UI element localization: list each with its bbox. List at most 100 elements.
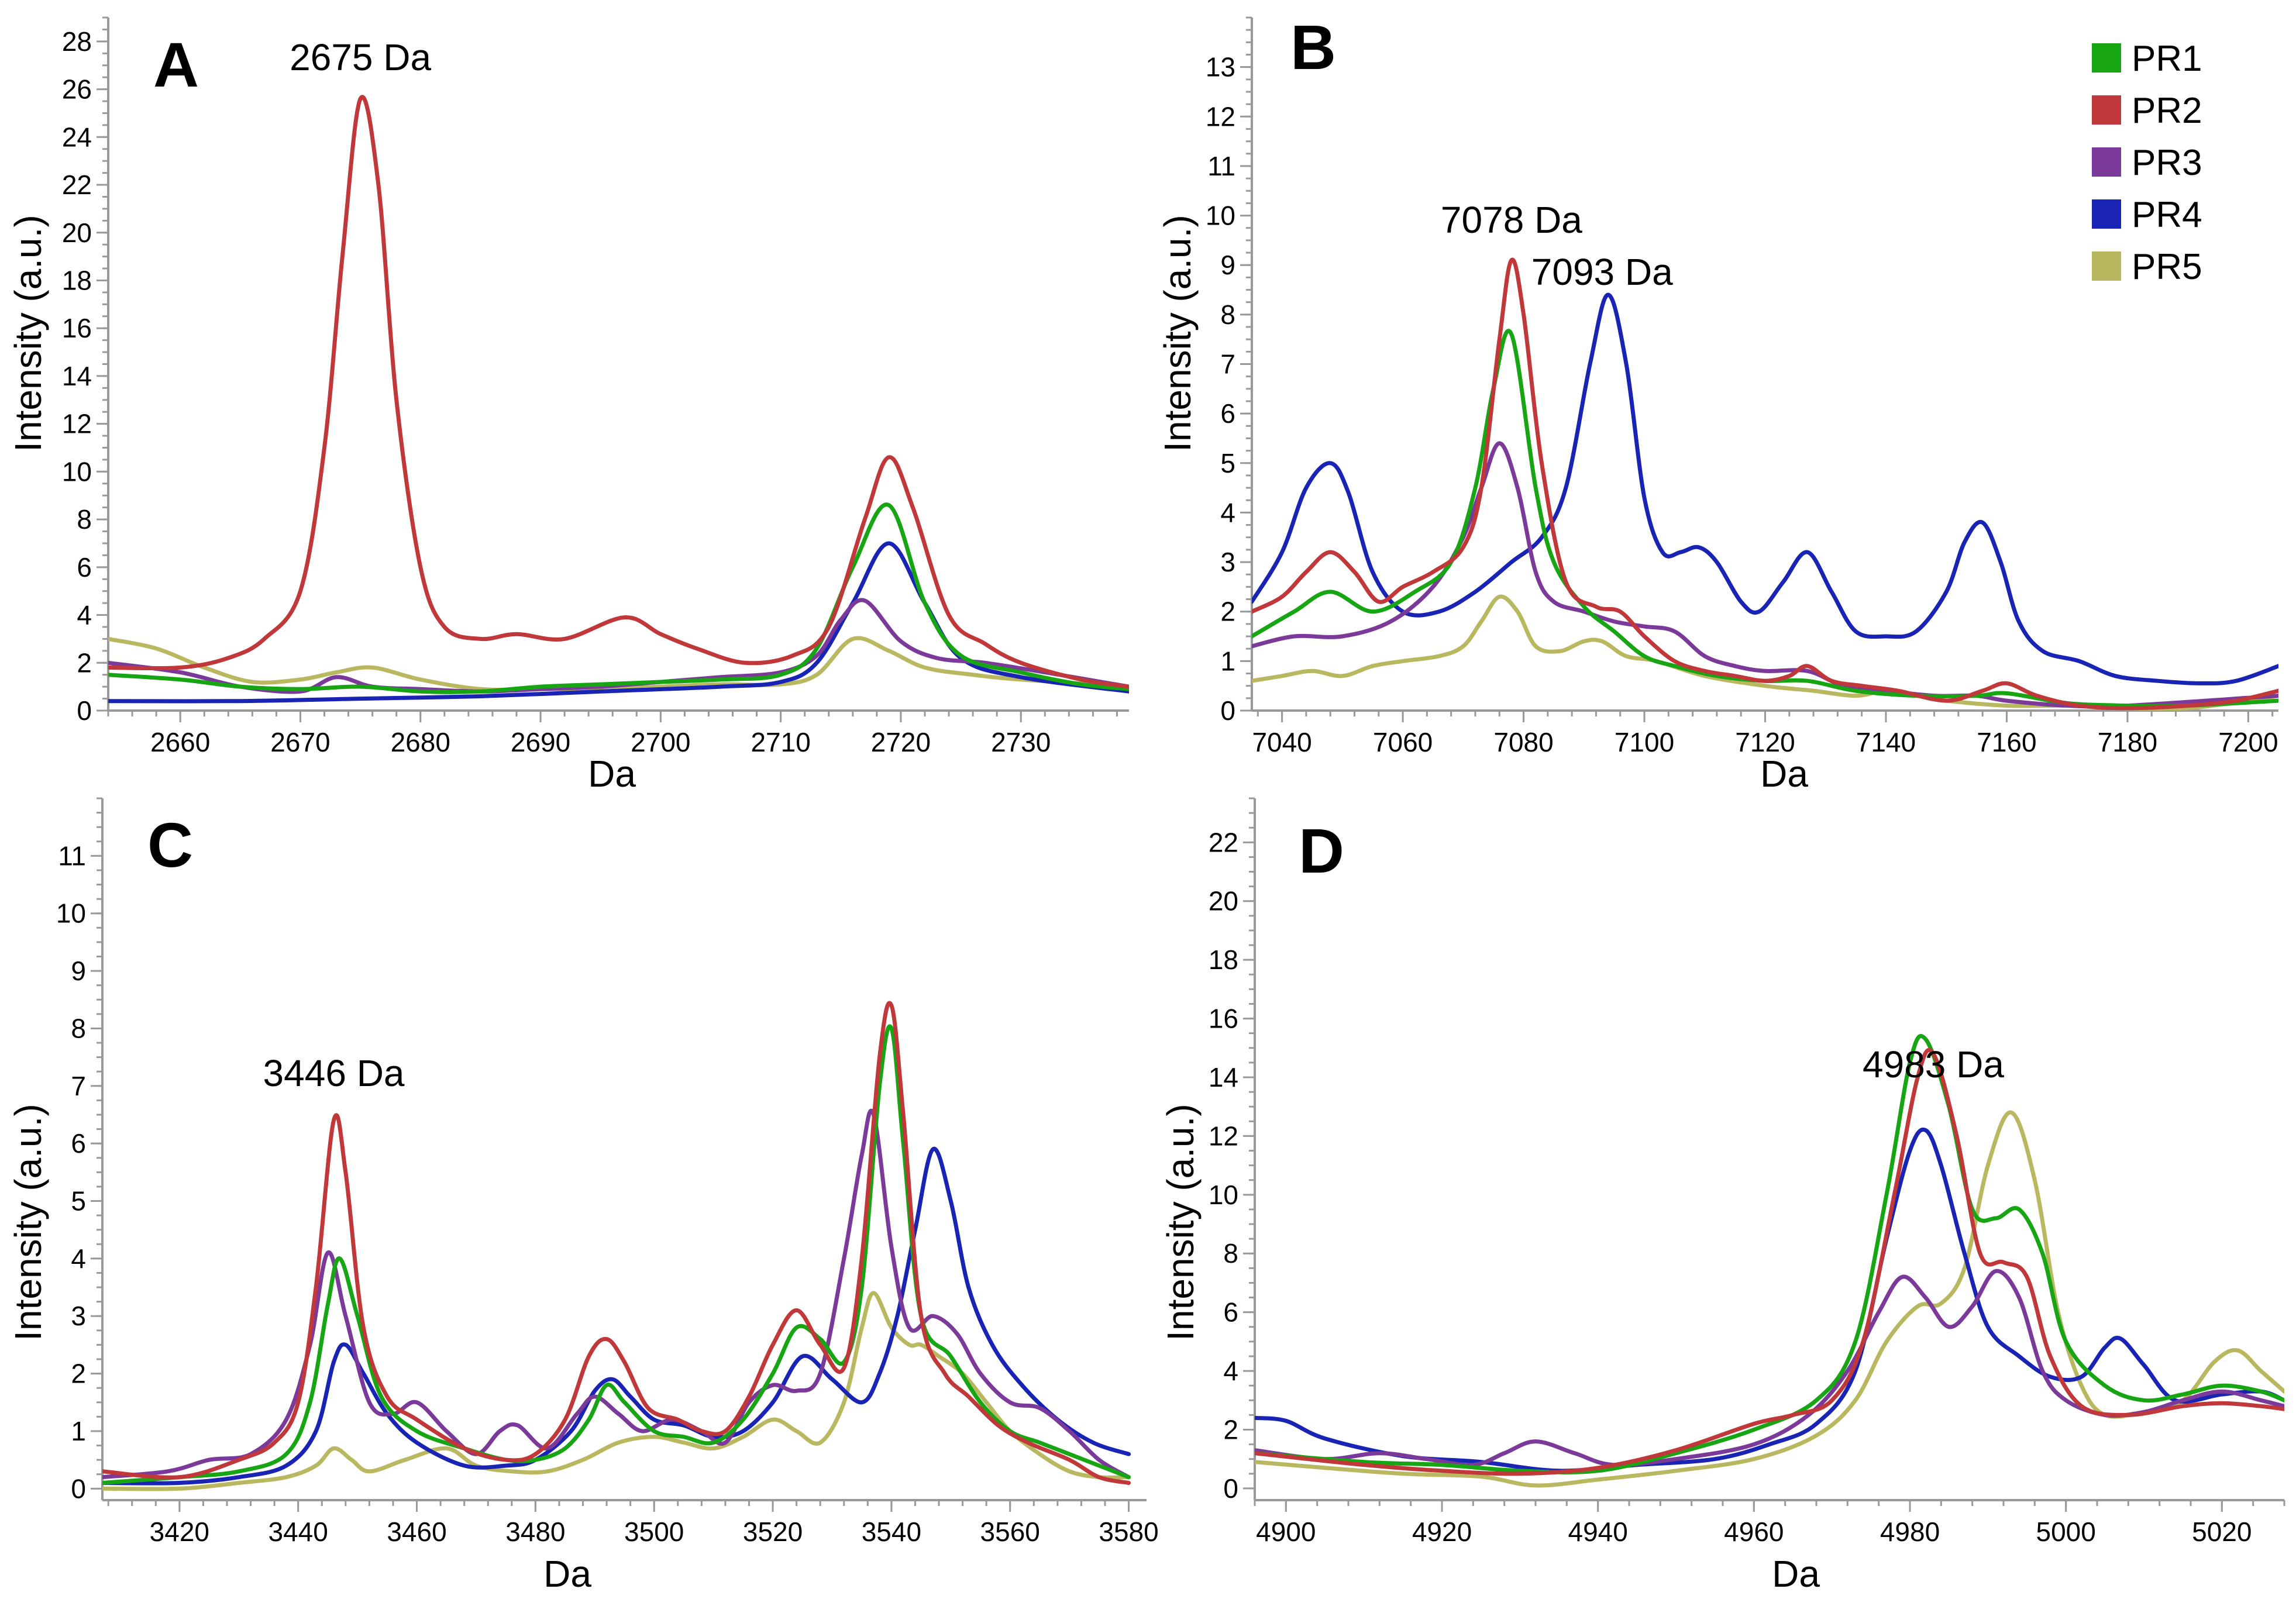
panel-d-ylabel: Intensity (a.u.) <box>1159 1104 1202 1341</box>
panel-b-y-tick-label: 12 <box>1206 101 1235 132</box>
panel-b-peak-label: 7078 Da <box>1441 199 1582 241</box>
panel-a-y-tick-label: 26 <box>62 74 92 105</box>
panel-d-y-tick-label: 2 <box>1223 1414 1238 1445</box>
panel-c-y-tick-label: 10 <box>56 898 86 929</box>
panel-c-y-tick-label: 0 <box>71 1473 86 1504</box>
panel-c-y-tick-label: 8 <box>71 1013 86 1043</box>
panel-b-y-tick-label: 9 <box>1220 250 1235 280</box>
panel-d-y-tick-label: 6 <box>1223 1297 1238 1328</box>
panel-d-x-tick-label: 5020 <box>2192 1517 2252 1547</box>
legend: PR1 PR2 PR3 PR4 PR5 <box>2092 39 2202 287</box>
panel-b-letter: B <box>1290 12 1336 82</box>
panel-b-y-tick-label: 4 <box>1220 497 1235 528</box>
panel-c-ylabel: Intensity (a.u.) <box>7 1104 49 1341</box>
panel-b-y-tick-label: 2 <box>1220 597 1235 627</box>
panel-d-y-tick-label: 14 <box>1209 1062 1238 1093</box>
panel-c-xlabel: Da <box>543 1553 591 1595</box>
legend-item-pr3: PR3 <box>2092 143 2202 183</box>
panel-a-y-tick-label: 16 <box>62 313 92 343</box>
panel-c: C Intensity (a.u.) Da 0 1 2 3 4 5 6 7 8 9 10 11 3420… <box>7 797 1159 1595</box>
panel-c-y-tick-label: 3 <box>71 1301 86 1331</box>
panel-b-series-pr4 <box>1252 292 2278 685</box>
panel-c-series-pr1 <box>102 1024 1131 1485</box>
panel-c-x-tick-label: 3420 <box>150 1517 209 1547</box>
panel-d-y-tick-label: 0 <box>1223 1473 1238 1504</box>
panel-a-series-pr5 <box>108 636 1129 692</box>
panel-a-y-tick-label: 18 <box>62 265 92 295</box>
legend-swatch-pr3 <box>2092 147 2121 177</box>
panel-a-y-tick-label: 14 <box>62 361 92 391</box>
panel-d-letter: D <box>1299 815 1344 886</box>
panel-a-letter: A <box>153 29 199 100</box>
panel-d-series-pr3 <box>1255 1269 2284 1467</box>
panel-a-series-pr1 <box>108 502 1129 694</box>
legend-swatch-pr2 <box>2092 95 2121 125</box>
panel-a-y-tick-label: 6 <box>77 552 92 583</box>
panel-d-y-tick-label: 20 <box>1209 886 1238 916</box>
panel-a-lines <box>108 95 1129 704</box>
panel-b-x-tick-label: 7100 <box>1615 727 1674 757</box>
panel-b-y-tick-label: 7 <box>1220 349 1235 380</box>
panel-a-x-tick-label: 2680 <box>391 727 450 757</box>
panel-d-peak-label: 4983 Da <box>1863 1043 2004 1085</box>
legend-item-pr2: PR2 <box>2092 91 2202 131</box>
panel-b-y-tick-label: 11 <box>1207 151 1235 181</box>
legend-label-pr1: PR1 <box>2132 39 2202 79</box>
panel-a-y-tick-label: 8 <box>77 504 92 535</box>
panel-b-x-tick-label: 7140 <box>1856 727 1916 757</box>
panel-d-y-tick-label: 12 <box>1209 1121 1238 1151</box>
panel-d-x-tick-label: 4940 <box>1568 1517 1627 1547</box>
panel-b-series-pr2 <box>1252 257 2278 711</box>
panel-a-x-tick-label: 2710 <box>751 727 810 757</box>
panel-d-series-pr5 <box>1255 1110 2284 1488</box>
panel-d-y-tick-label: 8 <box>1223 1238 1238 1269</box>
panel-a-y-tick-label: 2 <box>77 647 92 678</box>
legend-swatch-pr4 <box>2092 199 2121 229</box>
panel-b-x-tick-label: 7200 <box>2218 727 2278 757</box>
panel-b-y-tick-label: 3 <box>1220 547 1235 577</box>
panel-b-y-tick-label: 0 <box>1220 695 1235 726</box>
panel-c-x-tick-label: 3480 <box>505 1517 565 1547</box>
legend-label-pr5: PR5 <box>2132 247 2202 287</box>
panel-b-lines <box>1252 257 2278 711</box>
panel-a-ylabel: Intensity (a.u.) <box>7 215 49 452</box>
panel-c-y-tick-label: 4 <box>71 1243 86 1274</box>
panel-b-peak-label: 7093 Da <box>1531 251 1673 293</box>
panel-b-series-pr3 <box>1252 441 2278 709</box>
panel-d-x-tick-label: 5000 <box>2036 1517 2095 1547</box>
panel-a-y-tick-label: 28 <box>62 26 92 57</box>
panel-c-letter: C <box>147 809 193 880</box>
panel-a-y-tick-label: 24 <box>62 122 92 152</box>
legend-item-pr4: PR4 <box>2092 195 2202 235</box>
panel-d-y-tick-label: 22 <box>1209 827 1238 857</box>
panel-d-series-pr4 <box>1255 1127 2284 1473</box>
panel-b-y-tick-label: 10 <box>1206 201 1235 231</box>
panel-b-x-tick-label: 7040 <box>1252 727 1311 757</box>
panel-d-y-tick-label: 10 <box>1209 1180 1238 1210</box>
panel-a-x-tick-label: 2700 <box>631 727 690 757</box>
panel-a-peak-label: 2675 Da <box>290 36 431 78</box>
panel-b-y-tick-label: 6 <box>1220 398 1235 429</box>
panel-d-x-tick-label: 4920 <box>1412 1517 1472 1547</box>
panel-c-x-tick-label: 3440 <box>269 1517 328 1547</box>
panel-b-x-tick-label: 7120 <box>1735 727 1795 757</box>
panel-a-series-pr2 <box>108 95 1129 689</box>
legend-item-pr5: PR5 <box>2092 247 2202 287</box>
panel-a-xlabel: Da <box>588 753 636 795</box>
panel-d-x-tick-label: 4900 <box>1256 1517 1316 1547</box>
panel-a-series-pr4 <box>108 541 1129 704</box>
panel-c-series-pr3 <box>102 1108 1131 1480</box>
panel-d-series-pr2 <box>1255 1048 2284 1476</box>
panel-a-x-tick-label: 2670 <box>270 727 330 757</box>
panel-a-x-tick-label: 2730 <box>991 727 1051 757</box>
panel-c-series-pr2 <box>102 1001 1131 1485</box>
panel-d-xlabel: Da <box>1772 1553 1820 1595</box>
panel-d-y-tick-label: 4 <box>1223 1356 1238 1386</box>
legend-label-pr3: PR3 <box>2132 143 2202 183</box>
panel-b-xlabel: Da <box>1760 753 1808 795</box>
panel-a: A Intensity (a.u.) Da 024681012141618202… <box>7 16 1129 795</box>
panel-b-x-tick-label: 7160 <box>1977 727 2036 757</box>
panel-c-y-tick-label: 11 <box>58 840 86 871</box>
panel-a-x-tick-label: 2690 <box>511 727 570 757</box>
